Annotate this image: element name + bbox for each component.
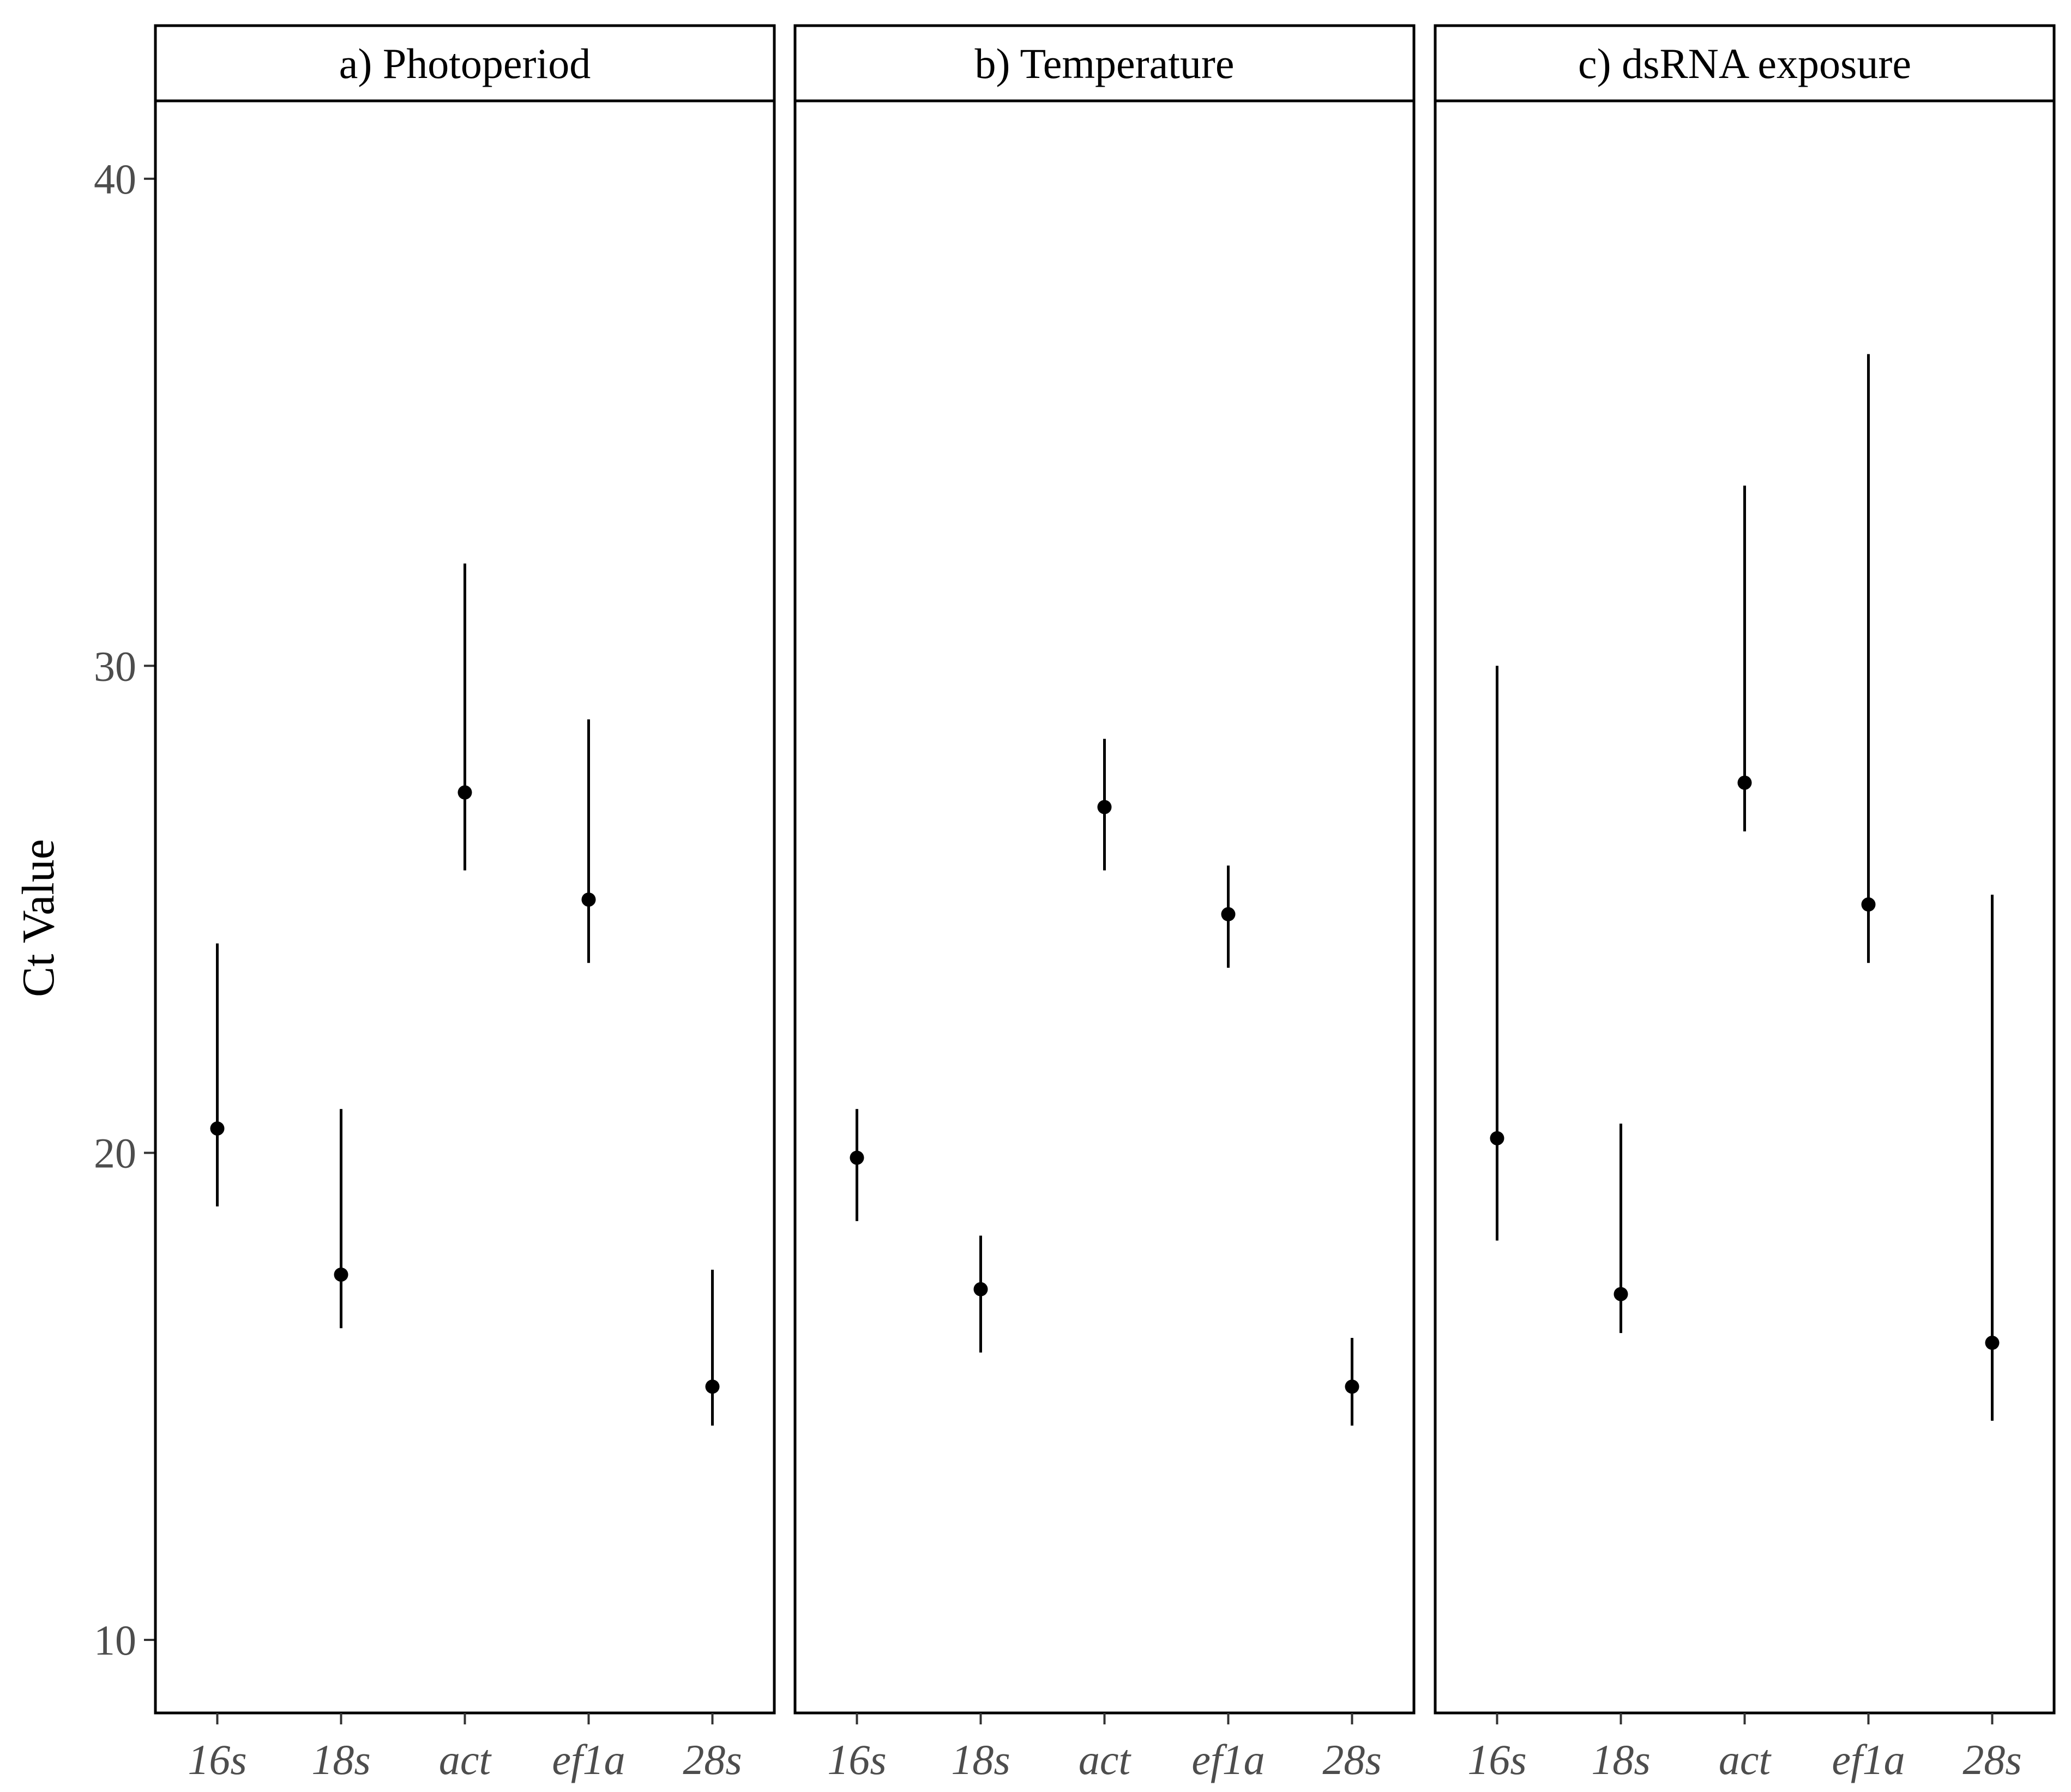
panel-x-axis: 16s 18s act ef1a 28s (827, 1713, 1382, 1783)
panel-dsrna-exposure: c) dsRNA exposure 16s 18s act ef1a 28s (1434, 24, 2056, 1783)
data-point (1221, 907, 1236, 921)
data-point (1490, 1131, 1504, 1145)
panel-title: b) Temperature (974, 40, 1234, 87)
data-point (1985, 1336, 2000, 1350)
data-point (850, 1150, 864, 1165)
panel-temperature: b) Temperature 16s 18s act ef1a 28s (793, 24, 1416, 1783)
x-tick-label: ef1a (1832, 1736, 1905, 1783)
panel-marks (210, 563, 720, 1426)
y-axis: 10 20 30 40 (94, 155, 155, 1664)
x-tick-label: act (1719, 1736, 1772, 1783)
x-tick-label: 18s (951, 1736, 1010, 1783)
data-point (1861, 897, 1876, 912)
y-axis-title: Ct Value (13, 839, 64, 997)
data-point (334, 1267, 348, 1282)
data-point (705, 1379, 720, 1394)
y-tick-label: 40 (94, 155, 136, 203)
x-tick-label: 28s (1322, 1736, 1381, 1783)
data-point (1345, 1379, 1359, 1394)
data-point (210, 1121, 225, 1136)
panel-strip (793, 24, 1416, 102)
y-tick-label: 30 (94, 642, 136, 690)
x-tick-label: 18s (1591, 1736, 1650, 1783)
data-point (1614, 1287, 1628, 1301)
panel-marks (850, 739, 1359, 1426)
data-point (581, 892, 596, 907)
panel-title: c) dsRNA exposure (1578, 40, 1911, 87)
x-tick-label: 18s (311, 1736, 370, 1783)
data-point (1737, 775, 1752, 790)
x-tick-label: ef1a (1191, 1736, 1265, 1783)
panel-photoperiod: a) Photoperiod 16s 18s act ef1a 28s (154, 24, 776, 1783)
x-tick-label: 16s (827, 1736, 886, 1783)
panel-x-axis: 16s 18s act ef1a 28s (188, 1713, 742, 1783)
data-point (457, 785, 472, 800)
x-tick-label: act (439, 1736, 492, 1783)
data-point (1097, 800, 1112, 814)
y-tick-label: 10 (94, 1616, 136, 1664)
panel-marks (1490, 354, 2000, 1421)
x-tick-label: act (1079, 1736, 1132, 1783)
x-tick-label: 28s (1962, 1736, 2021, 1783)
x-tick-label: 16s (1467, 1736, 1526, 1783)
x-tick-label: 16s (188, 1736, 246, 1783)
panel-x-axis: 16s 18s act ef1a 28s (1467, 1713, 2022, 1783)
x-tick-label: 28s (683, 1736, 742, 1783)
data-point (973, 1282, 988, 1296)
panel-strip (1434, 24, 2056, 102)
y-tick-label: 20 (94, 1130, 136, 1177)
panel-title: a) Photoperiod (339, 40, 591, 87)
x-tick-label: ef1a (552, 1736, 625, 1783)
